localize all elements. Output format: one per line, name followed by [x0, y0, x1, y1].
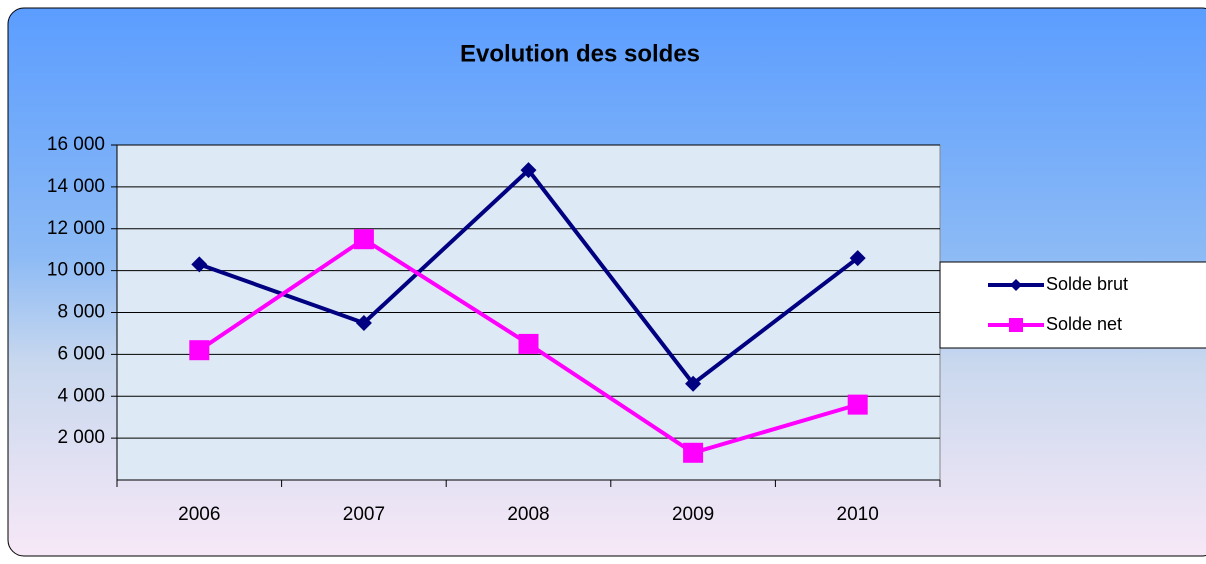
legend-label: Solde net — [1046, 314, 1122, 334]
point-marker — [849, 250, 866, 267]
y-tick-label: 16 000 — [47, 134, 105, 155]
x-tick-label: 2009 — [672, 504, 714, 525]
x-tick-label: 2007 — [343, 504, 385, 525]
y-tick-label: 8 000 — [57, 302, 105, 323]
y-tick-label: 14 000 — [47, 176, 105, 197]
point-marker — [189, 340, 210, 361]
y-tick-label: 6 000 — [57, 343, 105, 364]
point-marker — [847, 394, 868, 415]
chart-title: Evolution des soldes — [460, 40, 700, 67]
y-tick-label: 12 000 — [47, 218, 105, 239]
x-tick-label: 2006 — [178, 504, 220, 525]
y-tick-label: 4 000 — [57, 385, 105, 406]
legend-marker — [1009, 318, 1023, 332]
x-tick-label: 2008 — [507, 504, 549, 525]
legend-label: Solde brut — [1046, 274, 1128, 294]
point-marker — [191, 256, 208, 273]
x-tick-label: 2010 — [837, 504, 879, 525]
point-marker — [518, 333, 539, 354]
y-tick-label: 10 000 — [47, 260, 105, 281]
point-marker — [353, 229, 374, 250]
legend-marker — [1010, 279, 1022, 291]
y-tick-label: 2 000 — [57, 427, 105, 448]
legend-box — [939, 261, 1206, 349]
point-marker — [683, 442, 704, 463]
point-marker — [685, 375, 702, 392]
point-marker — [355, 314, 372, 331]
point-marker — [520, 162, 537, 179]
